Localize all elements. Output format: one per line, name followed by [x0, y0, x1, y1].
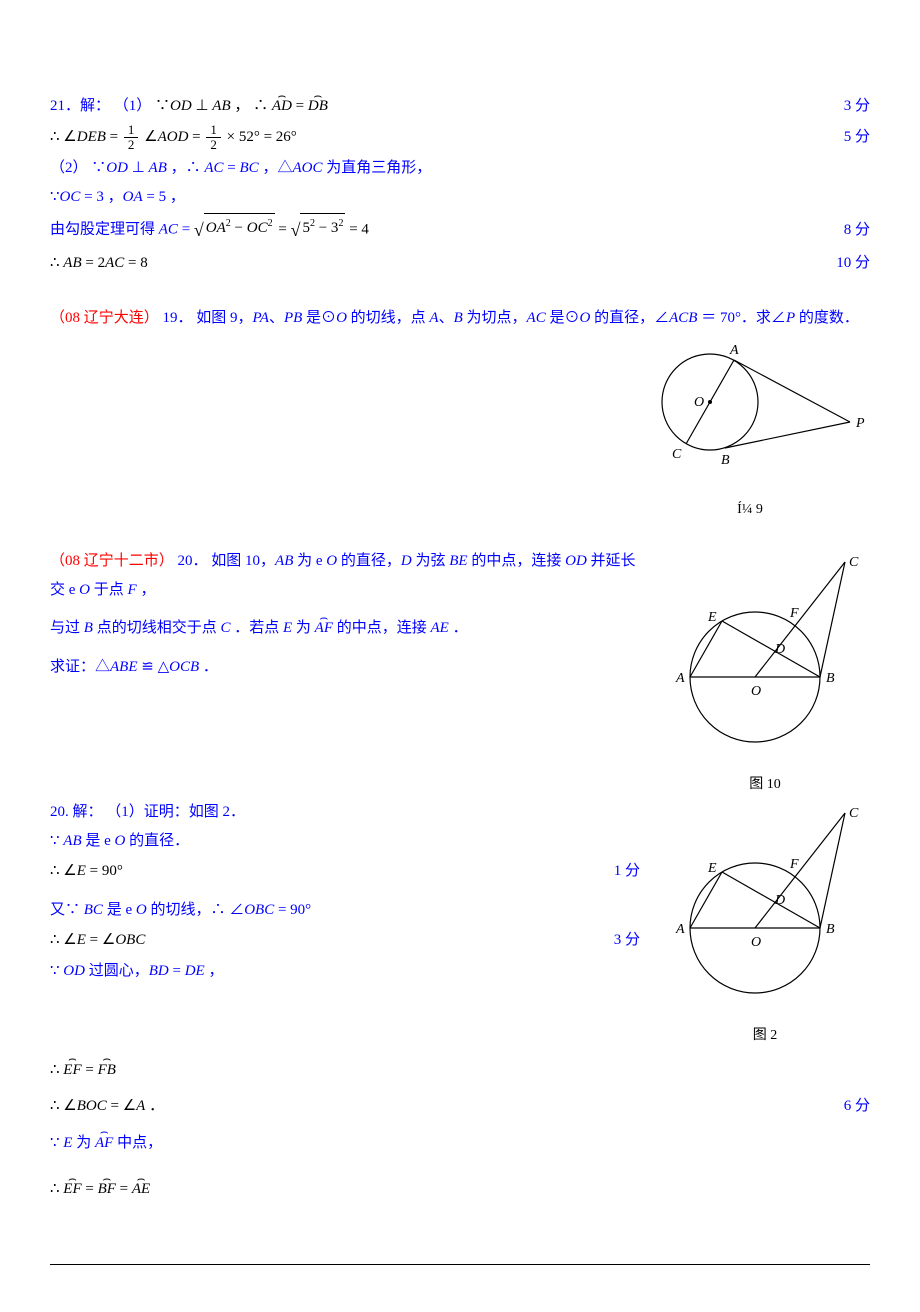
q19-text: （08 辽宁大连） 19． 如图 9，PA、PB 是⊙O 的切线，点 A、B 为… [50, 304, 870, 333]
solution-20: 20. 解： （1）证明：如图 2． ∵ AB 是 e O 的直径． ∴ ∠E … [50, 798, 870, 1203]
q20-source: （08 辽宁十二市） [50, 553, 174, 569]
question-19: （08 辽宁大连） 19． 如图 9，PA、PB 是⊙O 的切线，点 A、B 为… [50, 304, 870, 524]
figure-9: A B C P O Í¼ 9 [630, 332, 870, 523]
q20-num: 20． [178, 553, 208, 569]
s20-l9: ∴ EF = BF = AE [50, 1175, 870, 1204]
q20-text3: 求证：△ABE ≌ △OCB ． [50, 653, 640, 682]
score-21-4: 10 分 [816, 249, 870, 278]
figure-2: A B C E F D O 图 2 [660, 798, 870, 1049]
svg-text:B: B [826, 922, 835, 937]
line-21-2: ∴ ∠DEB = 1 2 ∠AOD = 1 2 × 52° = 26° 5 分 [50, 123, 870, 153]
figure-10: A B C E F D O 图 10 [660, 547, 870, 798]
svg-text:C: C [849, 555, 859, 570]
pyth-prefix: 由勾股定理可得 AC = [50, 222, 194, 238]
svg-text:E: E [707, 610, 717, 625]
svg-text:A: A [729, 343, 739, 358]
given-21-1: ∵OD ⊥ AB ， [155, 98, 249, 114]
s20-part-label: （1）证明：如图 2． [106, 804, 245, 820]
svg-text:A: A [675, 671, 685, 686]
frac-1: 1 2 [124, 123, 139, 153]
s20-line2: ∴ ∠E = 90° 1 分 [50, 857, 640, 886]
line-21-1: 21．解： （1） ∵OD ⊥ AB ， ∴ AD = DB 3 分 [50, 92, 870, 121]
given-21-2: ∵OD ⊥ AB ，∴ AC = BC ，△AOC 为直角三角形， [91, 160, 431, 176]
svg-text:B: B [721, 453, 730, 468]
svg-text:O: O [751, 684, 761, 699]
q19-source: （08 辽宁大连） [50, 310, 159, 326]
svg-text:E: E [707, 861, 717, 876]
svg-text:O: O [751, 935, 761, 950]
line-21-6: ∴ AB = 2AC = 8 10 分 [50, 249, 870, 278]
figure-2-svg: A B C E F D O [660, 798, 870, 1008]
q19-num: 19． [163, 310, 193, 326]
figure-10-caption: 图 10 [660, 772, 870, 799]
score-21-3: 8 分 [824, 216, 870, 245]
svg-text:F: F [789, 857, 799, 872]
figure-9-caption: Í¼ 9 [630, 497, 870, 524]
svg-text:A: A [675, 922, 685, 937]
s20-l8: ∵ E 为 AF 中点， [50, 1129, 870, 1158]
line-21-4: ∵OC = 3 ，OA = 5 ， [50, 183, 870, 212]
svg-text:O: O [694, 395, 704, 410]
svg-text:D: D [774, 642, 785, 657]
q20-line1: （08 辽宁十二市） 20． 如图 10，AB 为 e O 的直径，D 为弦 B… [50, 547, 640, 604]
label-21-2: （2） [50, 160, 88, 176]
s20-l1: ∵ AB 是 e O 的直径． [50, 827, 640, 856]
result-21: ∴ AB = 2AC = 8 [50, 249, 816, 278]
score-21-2: 5 分 [824, 123, 870, 152]
s20-l5: ∵ OD 过圆心，BD = DE ， [50, 957, 640, 986]
line-21-5: 由勾股定理可得 AC = √ OA2 − OC2 = √ 52 − 32 = 4… [50, 213, 870, 247]
eq2-rhs: × 52° = 26° [227, 129, 297, 145]
q20-text2: 与过 B 点的切线相交于点 C ．若点 E 为 AF 的中点，连接 AE ． [50, 614, 640, 643]
figure-10-svg: A B C E F D O [660, 547, 870, 757]
sqrt-2: √ 52 − 32 [291, 213, 346, 247]
s20-l2: ∴ ∠E = 90° [50, 857, 594, 886]
figure-9-svg: A B C P O [630, 332, 870, 482]
line-21-3: （2） ∵OD ⊥ AB ，∴ AC = BC ，△AOC 为直角三角形， [50, 154, 870, 183]
eq3-rhs: = 4 [349, 222, 369, 238]
svg-text:C: C [672, 447, 682, 462]
problem-21-solution: 21．解： （1） ∵OD ⊥ AB ， ∴ AD = DB 3 分 ∴ ∠DE… [50, 92, 870, 278]
label-21-1: （1） [114, 98, 152, 114]
s20-l3: 又∵ BC 是 e O 的切线，∴ ∠OBC = 90° [50, 896, 640, 925]
svg-text:P: P [855, 416, 865, 431]
svg-text:F: F [789, 606, 799, 621]
frac-2: 1 2 [206, 123, 221, 153]
sqrt-1: √ OA2 − OC2 [194, 213, 275, 247]
figure-2-caption: 图 2 [660, 1023, 870, 1050]
s20-l7: ∴ ∠BOC = ∠A ． [50, 1092, 824, 1121]
footer-rule [50, 1264, 870, 1265]
s20-prefix: 20. 解： [50, 804, 103, 820]
svg-text:C: C [849, 806, 859, 821]
question-20: （08 辽宁十二市） 20． 如图 10，AB 为 e O 的直径，D 为弦 B… [50, 547, 870, 798]
s20-l6: ∴ EF = FB [50, 1056, 870, 1085]
s20-line4: ∴ ∠E = ∠OBC 3 分 [50, 926, 640, 955]
svg-text:D: D [774, 893, 785, 908]
therefore-21-1: ∴ AD = DB [253, 98, 328, 114]
svg-text:B: B [826, 671, 835, 686]
q19-body: 如图 9，PA、PB 是⊙O 的切线，点 A、B 为切点，AC 是⊙O 的直径，… [196, 310, 859, 326]
s20-score3: 6 分 [824, 1092, 870, 1121]
s20-line7: ∴ ∠BOC = ∠A ． 6 分 [50, 1092, 870, 1121]
s20-score1: 1 分 [594, 857, 640, 886]
eq3-mid: = [278, 222, 290, 238]
s20-header: 20. 解： （1）证明：如图 2． [50, 798, 640, 827]
s20-score2: 3 分 [594, 926, 640, 955]
prefix-21: 21．解： [50, 98, 110, 114]
score-21-1: 3 分 [824, 92, 870, 121]
eq2-lhs: ∴ ∠DEB = [50, 129, 122, 145]
s20-l4: ∴ ∠E = ∠OBC [50, 926, 594, 955]
eq2-mid1: ∠AOD = [144, 129, 204, 145]
